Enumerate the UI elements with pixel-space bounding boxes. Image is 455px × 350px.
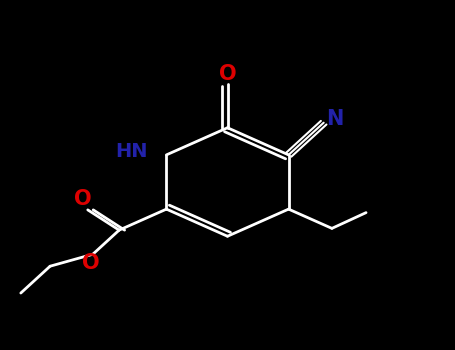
Text: O: O	[75, 189, 92, 209]
Text: N: N	[326, 109, 344, 129]
Text: HN: HN	[116, 142, 148, 161]
Text: O: O	[82, 253, 99, 273]
Text: O: O	[219, 63, 236, 84]
